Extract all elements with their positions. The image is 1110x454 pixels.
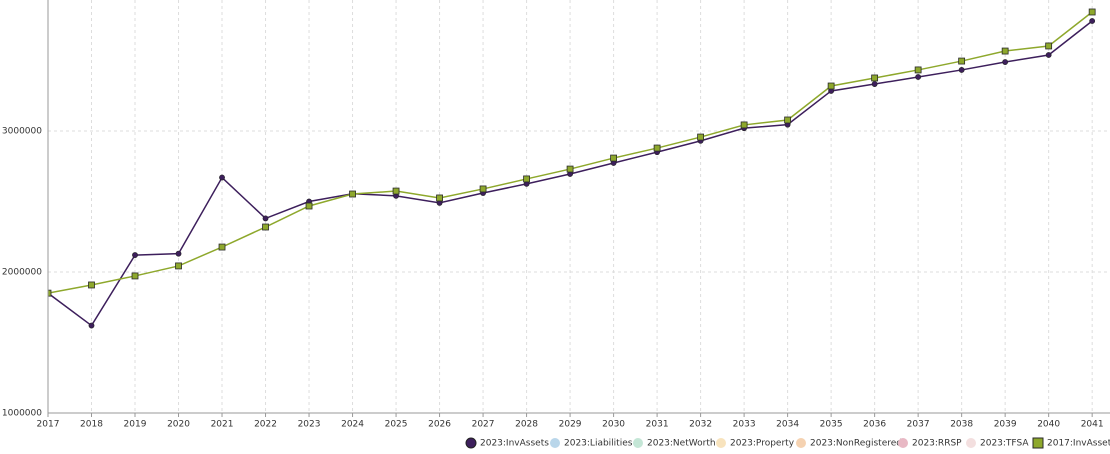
legend-marker <box>465 437 477 449</box>
data-point <box>175 250 182 257</box>
data-point <box>175 262 182 270</box>
legend-item[interactable]: 2023:TFSA <box>966 438 1029 449</box>
x-tick-label: 2019 <box>124 420 147 430</box>
x-tick-label: 2024 <box>341 420 364 430</box>
data-point <box>914 66 922 74</box>
legend-marker <box>633 438 643 448</box>
data-point <box>131 272 139 280</box>
data-point <box>479 185 487 193</box>
legend-label: 2023:RRSP <box>912 439 962 449</box>
data-point <box>958 67 965 73</box>
legend: 2023:InvAssets 2023:Liabilities 2023:NetWo… <box>465 437 1110 449</box>
x-tick-label: 2030 <box>602 420 625 430</box>
data-point <box>1001 47 1009 55</box>
data-point <box>262 223 269 231</box>
legend-label: 2023:Liabilities <box>564 439 633 449</box>
legend-label: 2023:TFSA <box>980 439 1029 449</box>
data-point <box>305 202 313 210</box>
x-tick-label: 2020 <box>167 420 190 430</box>
data-point <box>523 175 530 183</box>
x-tick-label: 2025 <box>385 420 408 430</box>
x-tick-label: 2032 <box>689 420 712 430</box>
x-tick-label: 2018 <box>80 420 103 430</box>
legend-item[interactable]: 2017:InvAssets <box>1032 437 1110 449</box>
x-tick-label: 2026 <box>428 420 451 430</box>
x-tick-label: 2040 <box>1037 420 1060 430</box>
x-tick-label: 2035 <box>820 420 843 430</box>
data-point <box>740 121 748 129</box>
legend-item[interactable]: 2023:Liabilities <box>550 438 633 449</box>
x-tick-label: 2037 <box>907 420 930 430</box>
legend-label: 2023:NetWorth <box>647 439 716 449</box>
data-point <box>784 116 792 124</box>
legend-label: 2023:Property <box>730 439 795 449</box>
data-point <box>132 252 138 258</box>
data-point <box>1002 59 1009 65</box>
data-point <box>1045 42 1053 50</box>
x-tick-label: 2038 <box>950 420 973 430</box>
data-point <box>1089 18 1096 24</box>
legend-item[interactable]: 2023:RRSP <box>898 438 962 449</box>
legend-marker <box>796 438 806 448</box>
data-point <box>349 190 356 198</box>
data-point <box>218 243 226 251</box>
legend-item[interactable]: 2023:NonRegistered <box>796 438 902 449</box>
data-point <box>219 174 225 181</box>
x-tick-label: 2023 <box>298 420 321 430</box>
x-tick-label: 2031 <box>646 420 669 430</box>
x-tick-label: 2027 <box>472 420 495 430</box>
legend-marker <box>550 438 560 448</box>
data-point <box>958 57 966 65</box>
y-tick-label: 3000000 <box>2 126 42 136</box>
data-point <box>566 165 574 173</box>
grid <box>47 0 1110 414</box>
data-point <box>871 81 878 87</box>
data-point <box>392 187 400 195</box>
legend-label: 2017:InvAssets <box>1047 439 1110 449</box>
data-point <box>88 281 95 289</box>
data-point <box>610 154 617 162</box>
y-tick-label: 2000000 <box>2 267 42 277</box>
y-tick-label: 1000000 <box>2 409 42 419</box>
legend-label: 2023:InvAssets <box>480 439 549 449</box>
x-tick-label: 2041 <box>1081 420 1104 430</box>
legend-item[interactable]: 2023:NetWorth <box>633 438 716 449</box>
x-tick-label: 2022 <box>254 420 277 430</box>
data-point <box>915 74 922 80</box>
legend-marker <box>716 438 726 448</box>
legend-item[interactable]: 2023:Property <box>716 438 795 449</box>
x-tick-label: 2036 <box>863 420 886 430</box>
data-point <box>827 82 835 90</box>
plot-area <box>48 8 1096 329</box>
data-point <box>48 289 52 297</box>
x-tick-label: 2039 <box>994 420 1017 430</box>
data-point <box>871 74 879 82</box>
legend-marker <box>1032 437 1044 449</box>
x-tick-label: 2028 <box>515 420 538 430</box>
legend-item[interactable]: 2023:InvAssets <box>465 437 549 449</box>
data-point <box>697 133 705 141</box>
legend-marker <box>898 438 908 448</box>
x-tick-label: 2029 <box>559 420 582 430</box>
data-point <box>653 144 661 152</box>
data-point <box>1045 52 1052 58</box>
data-point <box>88 322 95 329</box>
data-point <box>436 194 443 202</box>
legend-label: 2023:NonRegistered <box>810 439 902 449</box>
x-tick-label: 2021 <box>211 420 234 430</box>
data-point <box>262 215 269 222</box>
x-tick-label: 2034 <box>776 420 799 430</box>
axes: 1000000 2000000 3000000 2017 2018 2019 2020 202… <box>2 0 1110 430</box>
x-tick-label: 2017 <box>37 420 60 430</box>
data-point <box>1088 8 1096 16</box>
x-tick-label: 2033 <box>733 420 756 430</box>
legend-marker <box>966 438 976 448</box>
